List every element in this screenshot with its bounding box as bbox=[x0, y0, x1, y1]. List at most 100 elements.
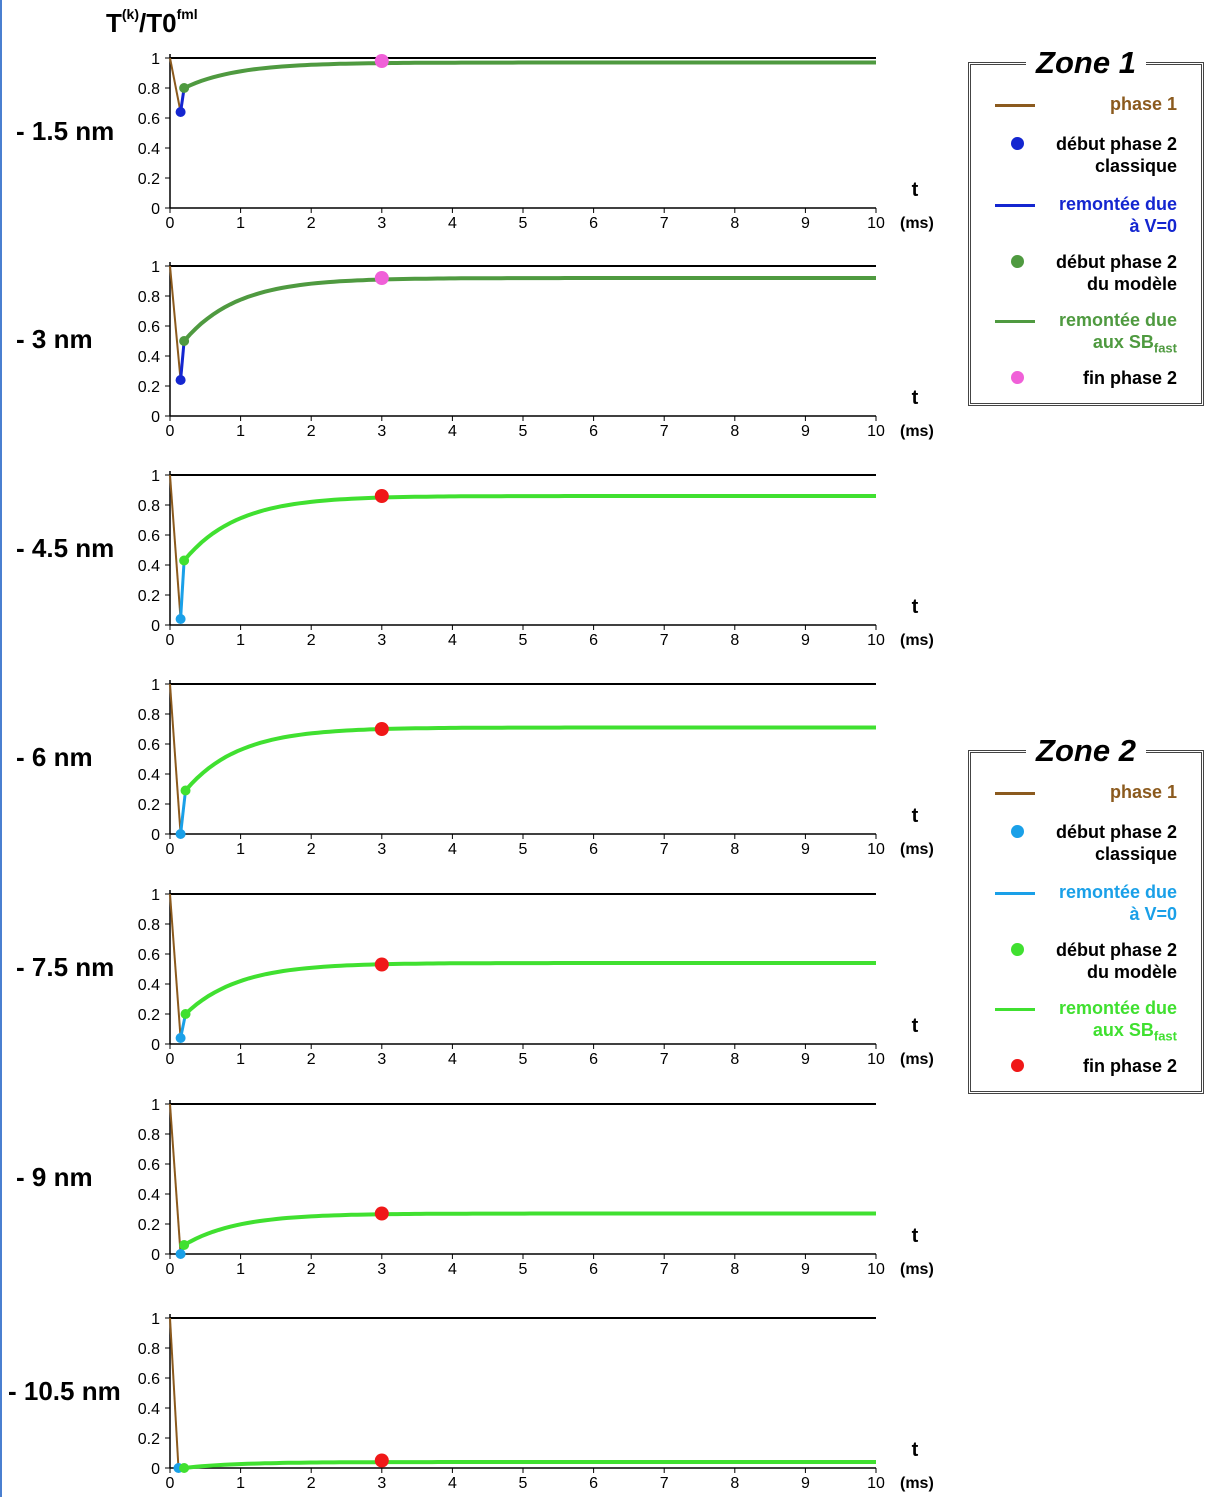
panel-1: 00.20.40.60.810 1 2 3 4 5 6 7 8 9 10t(ms)- 1.5 nm bbox=[16, 51, 934, 232]
y-tick-label: 0.4 bbox=[138, 1187, 160, 1204]
x-tick-label: 4 bbox=[448, 215, 457, 232]
recovery-sbfast-curve bbox=[184, 961, 876, 1016]
recovery-sbfast-curve bbox=[182, 494, 876, 562]
end-phase2-marker bbox=[374, 957, 389, 972]
x-axis-variable: t bbox=[912, 1225, 919, 1247]
x-tick-label: 8 bbox=[730, 1261, 739, 1278]
legend-line-swatch bbox=[995, 320, 1035, 323]
x-tick-label: 9 bbox=[801, 841, 810, 858]
x-tick-label: 4 bbox=[448, 1051, 457, 1068]
x-tick-label: 3 bbox=[377, 1051, 386, 1068]
phase1-line bbox=[169, 683, 182, 835]
end-phase2-marker bbox=[374, 54, 389, 68]
y-tick-label: 0.2 bbox=[138, 379, 160, 396]
classic-start-marker bbox=[175, 375, 186, 385]
x-tick-label: 1 bbox=[236, 632, 245, 649]
y-tick-label: 0.6 bbox=[138, 528, 160, 545]
y-tick-label: 0.8 bbox=[138, 917, 160, 934]
classic-start-marker bbox=[175, 614, 186, 624]
legend-line-swatch bbox=[995, 892, 1035, 895]
legend-item-label: remontée due à V=0 bbox=[1058, 194, 1177, 236]
legend-line-swatch bbox=[995, 104, 1035, 107]
panel-label: - 9 nm bbox=[16, 1162, 93, 1192]
phase1-line bbox=[169, 1103, 182, 1255]
end-phase2-marker bbox=[374, 271, 389, 285]
legend-line-swatch bbox=[995, 204, 1035, 207]
x-tick-label: 10 bbox=[867, 1261, 885, 1278]
legend-title-text: Zone 2 bbox=[1026, 733, 1146, 768]
y-tick-label: 0.6 bbox=[138, 111, 160, 128]
y-tick-label: 0.4 bbox=[138, 141, 160, 158]
x-tick-label: 2 bbox=[307, 632, 316, 649]
x-tick-label: 6 bbox=[589, 1261, 598, 1278]
y-tick-label: 0.8 bbox=[138, 707, 160, 724]
x-axis-variable: t bbox=[912, 1015, 919, 1037]
x-tick-label: 9 bbox=[801, 1051, 810, 1068]
x-axis-unit: (ms) bbox=[900, 632, 934, 649]
x-tick-label: 10 bbox=[867, 632, 885, 649]
model-start-marker bbox=[179, 555, 190, 566]
y-tick-label: 0 bbox=[151, 1247, 160, 1264]
legend-zone-2: Zone 2 phase 1 début phase 2 classique remo… bbox=[968, 733, 1204, 1094]
x-tick-label: 1 bbox=[236, 423, 245, 440]
legend-title: Zone 1 bbox=[971, 45, 1201, 81]
x-tick-label: 10 bbox=[867, 1051, 885, 1068]
recovery-sbfast-curve bbox=[182, 276, 876, 343]
phase1-line bbox=[169, 57, 182, 113]
x-tick-label: 3 bbox=[377, 1261, 386, 1278]
x-tick-label: 3 bbox=[377, 632, 386, 649]
x-axis-unit: (ms) bbox=[900, 215, 934, 232]
legend-dot-swatch bbox=[1011, 371, 1024, 384]
model-start-marker bbox=[180, 785, 191, 796]
phase1-line bbox=[169, 265, 182, 381]
legend-item-label: remontée due aux SBfast bbox=[1058, 310, 1177, 356]
legend-dot-swatch bbox=[1011, 255, 1024, 268]
panel-label: - 1.5 nm bbox=[16, 116, 114, 146]
x-tick-label: 6 bbox=[589, 423, 598, 440]
x-axis-unit: (ms) bbox=[900, 1051, 934, 1068]
x-tick-label: 8 bbox=[730, 632, 739, 649]
end-phase2-marker bbox=[374, 1453, 389, 1468]
panel-6: 00.20.40.60.810 1 2 3 4 5 6 7 8 9 10t(ms)- 9 nm bbox=[16, 1097, 934, 1278]
panel-label: - 7.5 nm bbox=[16, 952, 114, 982]
x-tick-label: 7 bbox=[660, 841, 669, 858]
y-tick-label: 0.2 bbox=[138, 797, 160, 814]
legend-item-label: remontée due aux SBfast bbox=[1058, 998, 1177, 1044]
y-tick-label: 0.8 bbox=[138, 1341, 160, 1358]
y-tick-label: 0.6 bbox=[138, 1371, 160, 1388]
x-tick-label: 5 bbox=[519, 1475, 528, 1492]
classic-start-marker bbox=[175, 829, 186, 839]
x-tick-label: 0 bbox=[166, 215, 175, 232]
x-tick-label: 2 bbox=[307, 1475, 316, 1492]
x-tick-label: 8 bbox=[730, 215, 739, 232]
legend-item-label: début phase 2 classique bbox=[1055, 134, 1177, 176]
x-tick-label: 5 bbox=[519, 215, 528, 232]
x-tick-label: 5 bbox=[519, 1051, 528, 1068]
y-tick-label: 0 bbox=[151, 1037, 160, 1054]
x-tick-label: 10 bbox=[867, 215, 885, 232]
x-tick-label: 5 bbox=[519, 632, 528, 649]
x-tick-label: 0 bbox=[166, 632, 175, 649]
classic-start-marker bbox=[175, 1249, 186, 1259]
y-tick-label: 1 bbox=[151, 887, 160, 904]
x-tick-label: 5 bbox=[519, 423, 528, 440]
x-tick-label: 6 bbox=[589, 1051, 598, 1068]
panel-7: 00.20.40.60.810 1 2 3 4 5 6 7 8 9 10t(ms)- 10.5 nm bbox=[8, 1311, 934, 1492]
x-tick-label: 9 bbox=[801, 1475, 810, 1492]
x-axis-variable: t bbox=[912, 1439, 919, 1461]
y-tick-label: 0.8 bbox=[138, 1127, 160, 1144]
legend-item-label: début phase 2 classique bbox=[1055, 822, 1177, 864]
y-tick-label: 0.6 bbox=[138, 319, 160, 336]
y-tick-label: 0 bbox=[151, 201, 160, 218]
panel-label: - 10.5 nm bbox=[8, 1376, 121, 1406]
x-tick-label: 5 bbox=[519, 1261, 528, 1278]
y-tick-label: 0 bbox=[151, 827, 160, 844]
recovery-sbfast-curve bbox=[184, 725, 876, 792]
legend-dot-swatch bbox=[1011, 825, 1024, 838]
x-tick-label: 1 bbox=[236, 1051, 245, 1068]
y-tick-label: 0.6 bbox=[138, 947, 160, 964]
legend-title-text: Zone 1 bbox=[1026, 45, 1146, 80]
x-tick-label: 9 bbox=[801, 215, 810, 232]
x-tick-label: 3 bbox=[377, 423, 386, 440]
x-tick-label: 9 bbox=[801, 1261, 810, 1278]
